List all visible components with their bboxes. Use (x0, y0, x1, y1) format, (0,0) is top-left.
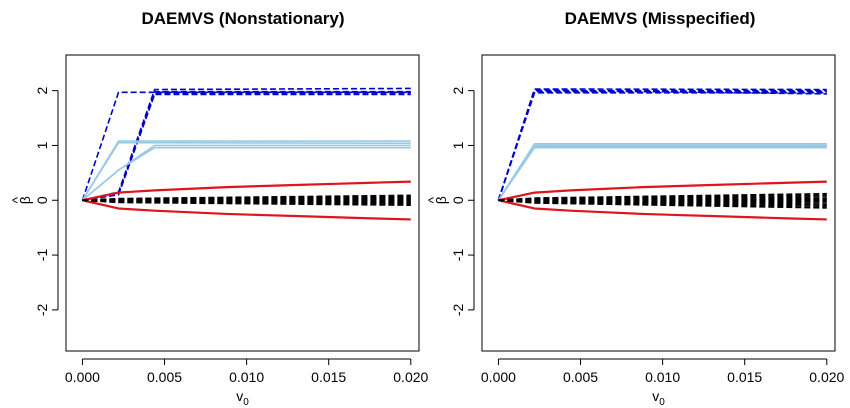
chart-title: DAEMVS (Misspecified) (565, 9, 756, 28)
series-line-group2-line4 (81, 144, 411, 201)
y-axis-label: β (433, 196, 449, 204)
x-tick-label: 0.000 (65, 369, 100, 385)
y-tick-label: 2 (450, 87, 466, 95)
y-tick-label: -1 (34, 249, 50, 262)
y-tick-label: 2 (34, 87, 50, 95)
series-lines (81, 87, 411, 221)
chart-title: DAEMVS (Nonstationary) (141, 9, 344, 28)
series-line-group3-line1 (82, 180, 411, 202)
y-axis-label-hat: ^ (9, 197, 25, 204)
y-tick-label: -2 (450, 303, 466, 316)
x-tick-label: 0.015 (727, 369, 762, 385)
y-axis: -2 -1 0 1 2 β^ (425, 87, 475, 316)
x-tick-label: 0.020 (809, 369, 844, 385)
y-tick-label: 1 (450, 141, 466, 149)
series-line-group2-line4 (497, 146, 827, 201)
series-lines (497, 88, 827, 221)
x-axis-label: v0 (236, 388, 249, 408)
x-axis: 0.000 0.005 0.010 0.015 0.020 v0 (65, 358, 429, 408)
y-tick-label: 0 (450, 196, 466, 204)
y-axis-label: β (17, 196, 33, 204)
x-axis-label-main: v (236, 388, 243, 404)
x-tick-label: 0.005 (147, 369, 182, 385)
series-line-group1-line5 (497, 89, 827, 201)
series-line-group3-line2 (498, 199, 827, 221)
series-line-group3-line1 (498, 180, 827, 202)
y-tick-label: 1 (34, 141, 50, 149)
series-line-group3-line2 (82, 199, 411, 221)
y-axis: -2 -1 0 1 2 β^ (9, 87, 59, 316)
x-axis: 0.000 0.005 0.010 0.015 0.020 v0 (481, 358, 845, 408)
x-tick-label: 0.000 (481, 369, 516, 385)
series-line-group4-line10 (498, 199, 827, 209)
y-tick-label: -1 (450, 249, 466, 262)
plot-frame (481, 54, 836, 352)
plot-frame (65, 54, 420, 352)
x-axis-label-subscript: 0 (243, 397, 249, 408)
series-line-group2-line2 (81, 141, 411, 201)
x-tick-label: 0.010 (645, 369, 680, 385)
chart-panel-2: DAEMVS (Misspecified) 0.000 0.005 0.010 0.01… (425, 9, 845, 408)
series-line-group1-line5 (82, 92, 411, 202)
x-tick-label: 0.020 (393, 369, 428, 385)
x-tick-label: 0.010 (229, 369, 264, 385)
x-tick-label: 0.015 (311, 369, 346, 385)
y-tick-label: -2 (34, 303, 50, 316)
x-axis-label: v0 (652, 388, 665, 408)
chart-panel-1: DAEMVS (Nonstationary)0.000 0.005 0.010 0.0… (9, 9, 429, 408)
x-axis-label-subscript: 0 (659, 397, 665, 408)
x-tick-label: 0.005 (563, 369, 598, 385)
series-line-group4-line10 (82, 199, 411, 206)
x-axis-label-main: v (652, 388, 659, 404)
y-tick-label: 0 (34, 196, 50, 204)
y-axis-label-hat: ^ (425, 197, 441, 204)
